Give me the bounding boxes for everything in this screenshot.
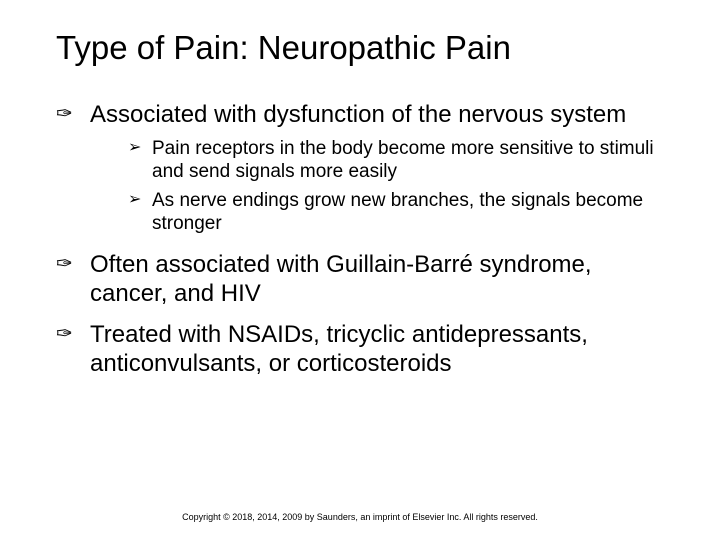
slide-title: Type of Pain: Neuropathic Pain [56, 28, 672, 68]
bullet-text: As nerve endings grow new branches, the … [152, 190, 643, 234]
bullet-list-level1: Associated with dysfunction of the nervo… [56, 100, 672, 379]
list-item: Treated with NSAIDs, tricyclic antidepre… [56, 320, 672, 379]
list-item: Pain receptors in the body become more s… [128, 137, 672, 183]
bullet-text: Often associated with Guillain-Barré syn… [90, 251, 592, 307]
bullet-list-level2: Pain receptors in the body become more s… [90, 137, 672, 236]
list-item: As nerve endings grow new branches, the … [128, 189, 672, 235]
bullet-text: Treated with NSAIDs, tricyclic antidepre… [90, 321, 588, 377]
list-item: Often associated with Guillain-Barré syn… [56, 250, 672, 309]
slide: Type of Pain: Neuropathic Pain Associate… [0, 0, 720, 540]
list-item: Associated with dysfunction of the nervo… [56, 100, 672, 236]
bullet-text: Associated with dysfunction of the nervo… [90, 101, 626, 128]
bullet-text: Pain receptors in the body become more s… [152, 138, 654, 182]
copyright-footer: Copyright © 2018, 2014, 2009 by Saunders… [0, 512, 720, 522]
